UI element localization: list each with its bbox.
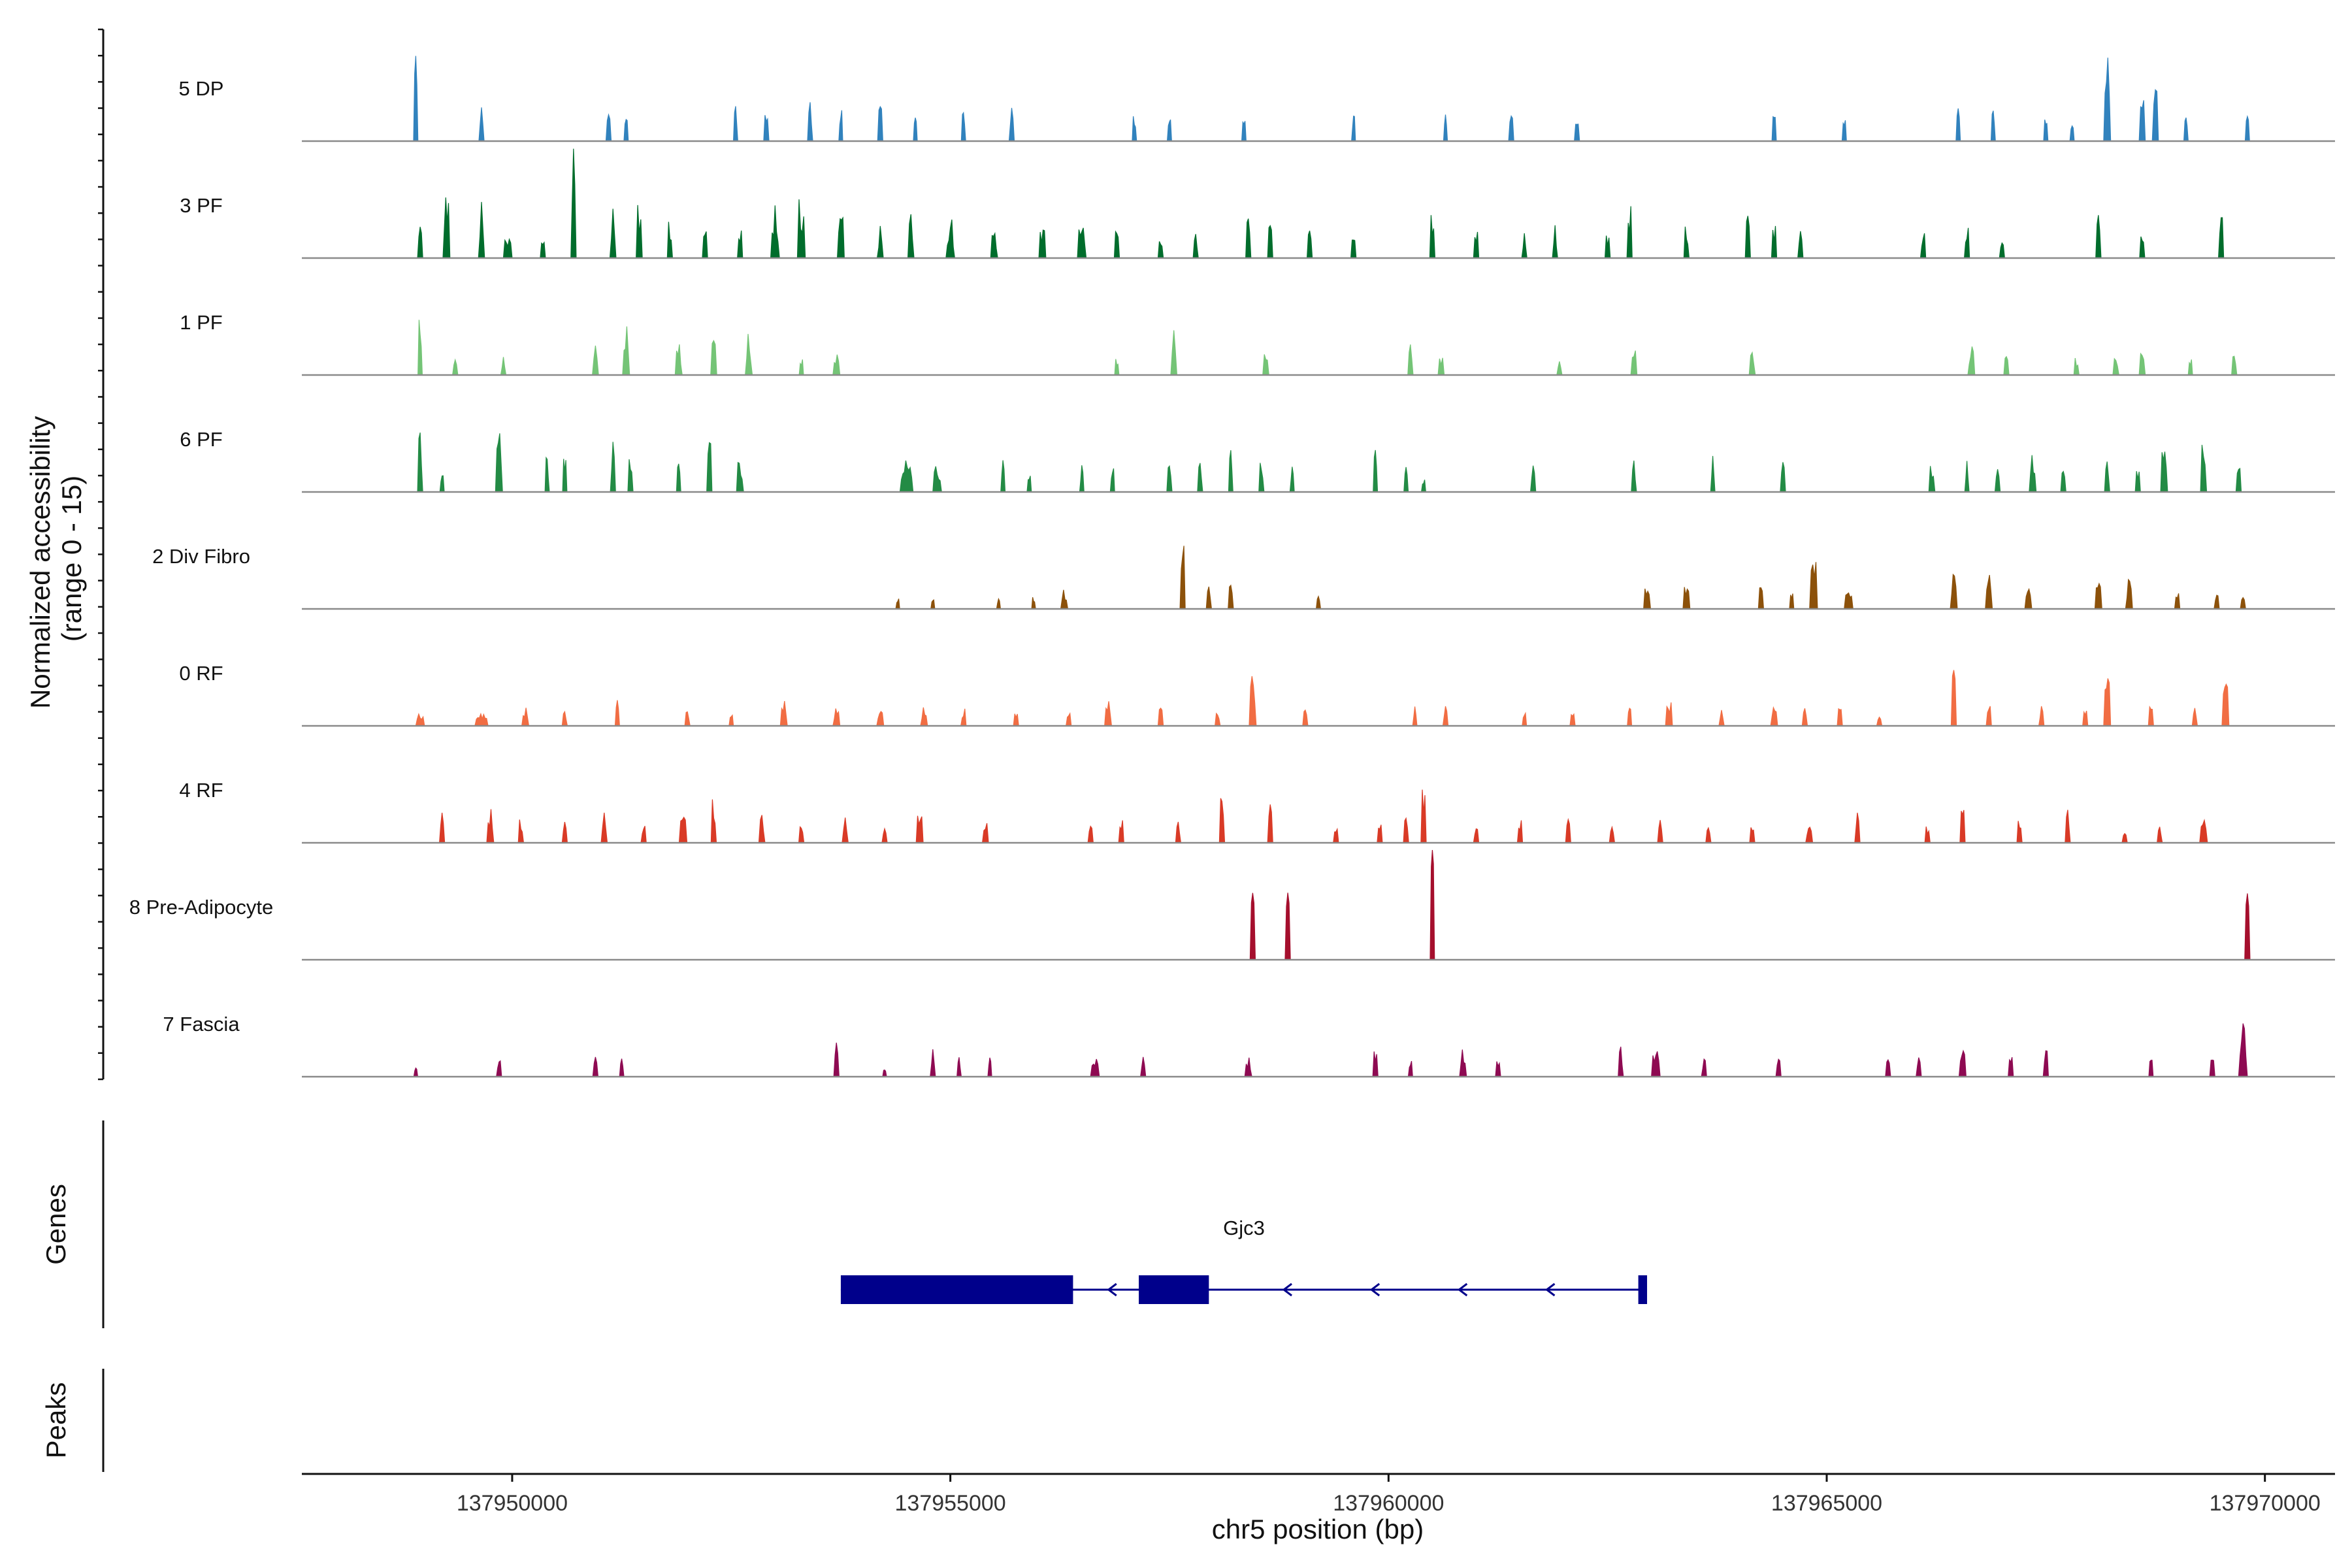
y-axis-title: Normalized accessibility (range 0 - 15) [25,408,87,709]
x-axis: 137950000 137955000 137960000 137965000 1379… [302,1473,2335,1516]
track-6-pf: 6 PF [180,428,2335,493]
gene-exon [1139,1275,1209,1304]
track-1-pf: 1 PF [180,311,2335,376]
coverage-area [417,148,2225,259]
strand-arrow [1544,1282,1556,1297]
track-3-pf: 3 PF [180,148,2335,259]
y-axis [98,28,105,1081]
gene-label: Gjc3 [1223,1217,1265,1239]
track-0-rf: 0 RF [179,662,2335,727]
coverage-area [415,670,2230,727]
y-axis-title-line2: (range 0 - 15) [56,476,87,642]
coverage-area [438,789,2208,843]
track-label: 8 Pre-Adipocyte [129,896,274,919]
x-tick-label: 137965000 [1771,1491,1882,1516]
track-7-fascia: 7 Fascia [163,1013,2335,1078]
y-axis-title-line1: Normalized accessibility [25,416,56,709]
track-label: 6 PF [180,428,222,451]
x-axis-title: chr5 position (bp) [1212,1514,1424,1544]
coverage-area [417,319,2238,376]
track-5-dp: 5 DP [179,56,2335,142]
coverage-tracks: 5 DP 3 PF 1 PF 6 PF 2 Div Fibro 0 RF 4 RF 8 Pre… [129,56,2335,1078]
track-label: 2 Div Fibro [152,545,250,568]
strand-arrow [1457,1282,1468,1297]
x-tick-label: 137950000 [457,1491,568,1516]
track-label: 5 DP [179,77,224,100]
track-label: 7 Fascia [163,1013,240,1036]
peaks-track-title: Peaks [41,1382,71,1459]
coverage-area [417,432,2242,493]
gene-model: Gjc3 [840,1217,1648,1304]
track-4-rf: 4 RF [179,779,2335,844]
coverage-area [413,56,2250,142]
x-tick-label: 137960000 [1333,1491,1444,1516]
strand-arrow [1107,1282,1117,1297]
coverage-area [895,546,2246,610]
strand-arrow [1369,1282,1380,1297]
track-2-div-fibro: 2 Div Fibro [152,545,2335,610]
gene-exon [1638,1275,1648,1304]
x-tick-label: 137955000 [895,1491,1006,1516]
coverage-area [413,1023,2248,1077]
track-label: 4 RF [179,779,223,802]
genes-track-title: Genes [41,1184,71,1265]
track-label: 3 PF [180,194,222,217]
x-tick-label: 137970000 [2210,1491,2321,1516]
track-label: 1 PF [180,311,222,334]
track-label: 0 RF [179,662,223,685]
gene-exon [840,1275,1073,1304]
track-8-pre-adipocyte: 8 Pre-Adipocyte [129,849,2335,961]
strand-arrow [1282,1282,1292,1297]
coverage-area [1249,849,2251,960]
